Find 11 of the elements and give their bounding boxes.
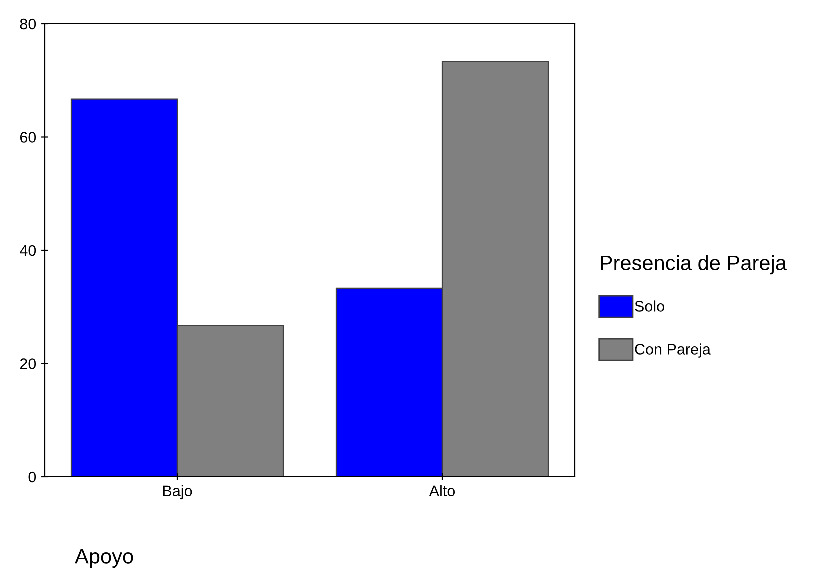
x-tick-label: Alto	[429, 485, 456, 497]
x-axis-title: Apoyo	[75, 549, 134, 568]
x-tick-label: Bajo	[163, 485, 192, 500]
y-tick-label: 60	[20, 132, 36, 143]
legend-label: Con Pareja	[635, 344, 711, 358]
y-tick-label: 80	[20, 18, 36, 30]
y-tick-label: 40	[20, 245, 36, 256]
y-tick-label: 20	[20, 358, 36, 370]
y-tick-label: 0	[28, 472, 36, 483]
legend-label: Solo	[635, 300, 664, 312]
legend-title: Presencia de Pareja	[601, 255, 787, 275]
